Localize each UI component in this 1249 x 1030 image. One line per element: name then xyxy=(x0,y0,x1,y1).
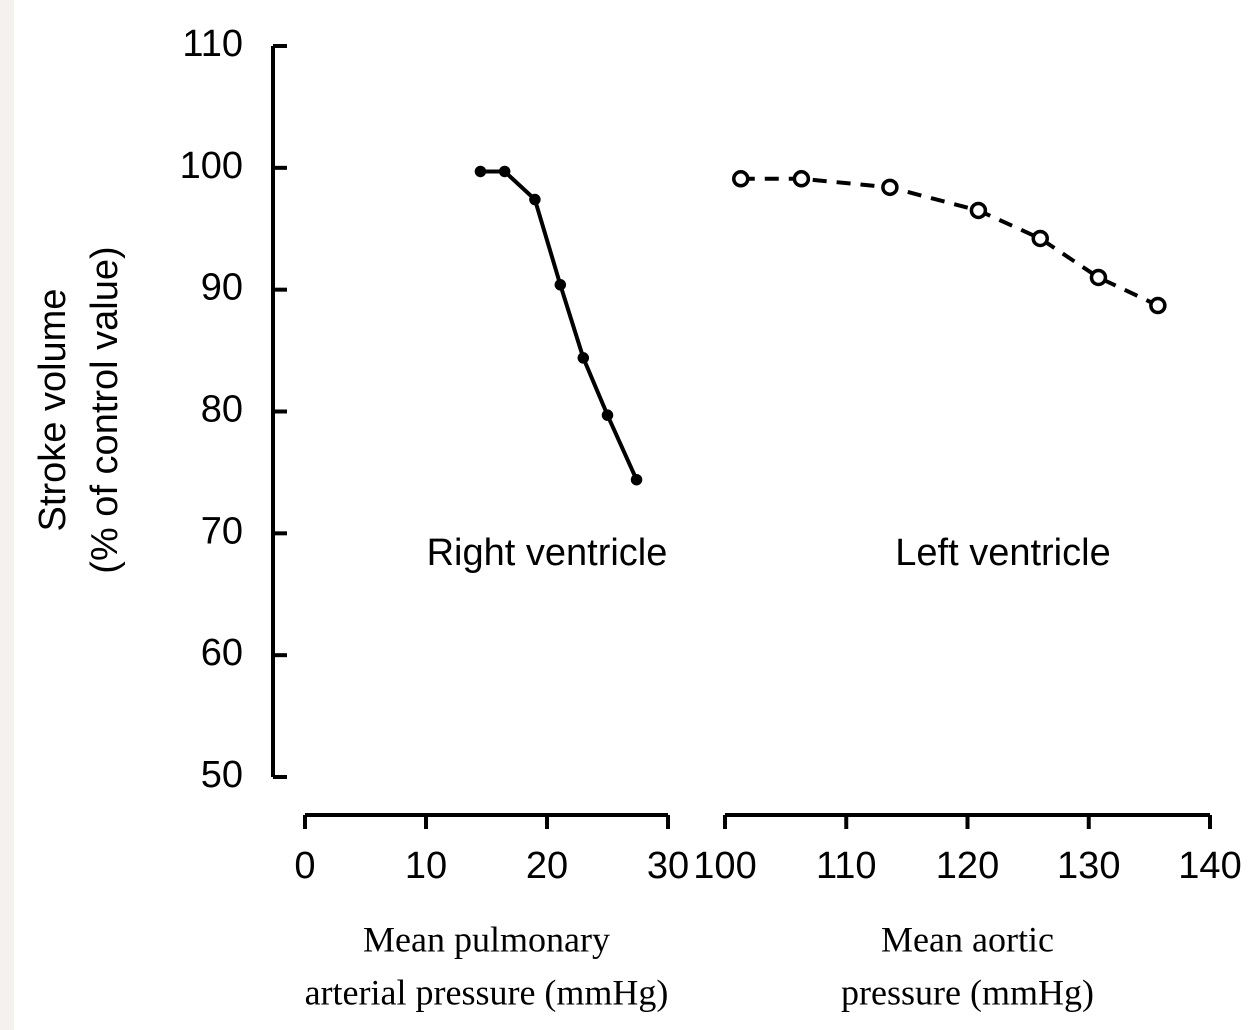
y-axis-label: (% of control value) xyxy=(84,246,126,573)
data-point xyxy=(732,170,750,188)
data-point xyxy=(969,201,988,220)
data-point xyxy=(1149,296,1167,315)
x-tick-label: 120 xyxy=(936,845,999,887)
data-point xyxy=(498,165,511,178)
y-tick-label: 60 xyxy=(201,632,243,674)
data-point xyxy=(554,279,567,291)
x-tick-label: 140 xyxy=(1178,845,1241,887)
y-tick-label: 110 xyxy=(182,23,243,65)
x-tick-label: 130 xyxy=(1057,845,1120,887)
x-tick-label: 30 xyxy=(647,845,689,887)
y-axis-label: Stroke volume xyxy=(32,289,74,532)
y-tick-label: 80 xyxy=(201,389,243,431)
annotation: Right ventricle xyxy=(427,532,668,574)
data-point xyxy=(474,165,487,178)
x-axis-label: pressure (mmHg) xyxy=(841,972,1094,1012)
y-tick-label: 50 xyxy=(201,754,243,796)
annotation: Left ventricle xyxy=(895,532,1110,574)
x-tick-label: 100 xyxy=(693,845,756,887)
x-tick-label: 20 xyxy=(526,845,568,887)
x-tick-label: 0 xyxy=(294,845,315,887)
x-tick-label: 10 xyxy=(405,845,447,887)
x-tick-label: 110 xyxy=(816,845,877,887)
plot-background xyxy=(14,0,1249,1030)
x-axis-label: Mean pulmonary xyxy=(363,919,610,959)
data-point xyxy=(529,193,541,206)
data-point xyxy=(881,178,899,197)
data-point xyxy=(577,352,590,364)
data-point xyxy=(1031,229,1049,248)
y-tick-label: 100 xyxy=(180,145,243,187)
y-tick-label: 70 xyxy=(201,510,243,552)
y-tick-label: 90 xyxy=(201,267,243,309)
data-point xyxy=(792,170,811,188)
x-axis-label: arterial pressure (mmHg) xyxy=(305,972,669,1012)
data-point xyxy=(630,473,643,486)
data-point xyxy=(1089,268,1108,287)
data-point xyxy=(601,409,614,421)
x-axis-label: Mean aortic xyxy=(881,919,1054,959)
